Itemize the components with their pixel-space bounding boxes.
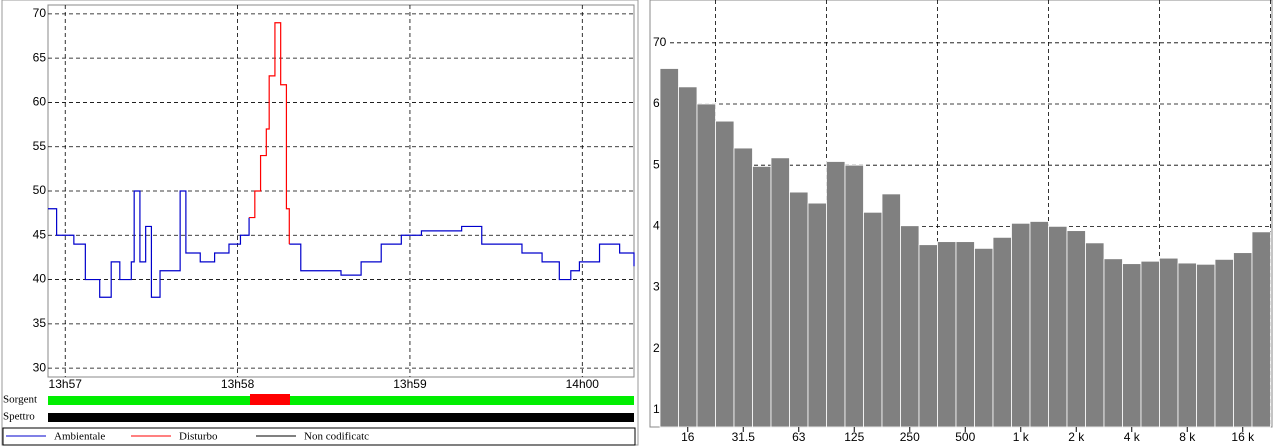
- series-line: [48, 190, 250, 298]
- bar: [1066, 230, 1086, 428]
- x-tick-label: 125: [844, 430, 864, 444]
- bar: [752, 165, 772, 428]
- bar: [1251, 231, 1271, 428]
- bar: [678, 86, 698, 428]
- status-label: Sorgent: [3, 394, 37, 406]
- bar: [1103, 258, 1123, 428]
- spectrum-bar: [48, 413, 634, 422]
- x-tick-label: 63: [792, 430, 806, 444]
- bar: [807, 202, 827, 428]
- x-tick-label: 13h57: [49, 377, 83, 391]
- bar: [770, 157, 790, 428]
- x-tick-label: 16: [681, 430, 695, 444]
- bar: [1159, 257, 1179, 428]
- bar: [1177, 262, 1197, 428]
- left-plot: [47, 4, 635, 378]
- x-tick-label: 500: [955, 430, 975, 444]
- bar: [696, 103, 716, 428]
- x-tick-label: 8 k: [1179, 430, 1196, 444]
- y-tick-label: 30: [33, 360, 47, 374]
- bar: [1140, 260, 1160, 428]
- bar: [1122, 263, 1142, 428]
- x-tick-label: 4 k: [1124, 430, 1141, 444]
- legend-box: [2, 427, 636, 446]
- bar: [992, 236, 1012, 428]
- bar: [1011, 222, 1031, 428]
- bar: [715, 120, 735, 428]
- x-tick-label: 13h58: [221, 377, 255, 391]
- bar: [900, 225, 920, 428]
- bar: [1085, 242, 1105, 428]
- y-tick-label: 60: [33, 95, 47, 109]
- y-tick-label: 35: [33, 316, 47, 330]
- y-tick-label: 40: [33, 272, 47, 286]
- y-tick-label: 70: [33, 6, 47, 20]
- bar: [1233, 252, 1253, 428]
- bar: [937, 241, 957, 428]
- bar: [789, 191, 809, 428]
- bar: [826, 161, 846, 428]
- x-tick-label: 14h00: [566, 377, 600, 391]
- source-bar: [48, 396, 634, 405]
- x-tick-label: 2 k: [1068, 430, 1085, 444]
- series-line: [249, 22, 290, 245]
- bar: [1196, 263, 1216, 428]
- legend-label: Disturbo: [179, 431, 218, 443]
- bar: [1214, 258, 1234, 428]
- bar: [1048, 225, 1068, 428]
- series-line: [289, 225, 635, 281]
- legend-label: Non codificatc: [304, 431, 369, 443]
- legend-label: Ambientale: [54, 431, 105, 443]
- y-tick-label: 50: [33, 183, 47, 197]
- x-tick-label: 31.5: [732, 430, 756, 444]
- x-tick-label: 1 k: [1013, 430, 1030, 444]
- y-tick-label: 70: [653, 35, 667, 49]
- bar: [881, 193, 901, 428]
- bar: [733, 147, 753, 428]
- y-tick-label: 65: [33, 50, 47, 64]
- x-tick-label: 250: [900, 430, 920, 444]
- y-tick-label: 45: [33, 227, 47, 241]
- bar: [974, 247, 994, 428]
- bar: [918, 244, 938, 428]
- bar: [863, 211, 883, 428]
- x-tick-label: 13h59: [393, 377, 427, 391]
- bar: [955, 241, 975, 428]
- bar: [659, 68, 679, 428]
- source-disturb: [250, 394, 290, 405]
- bar: [1029, 221, 1049, 428]
- bar: [844, 164, 864, 428]
- y-tick-label: 55: [33, 139, 47, 153]
- x-tick-label: 16 k: [1231, 430, 1255, 444]
- status-label: Spettro: [3, 411, 35, 423]
